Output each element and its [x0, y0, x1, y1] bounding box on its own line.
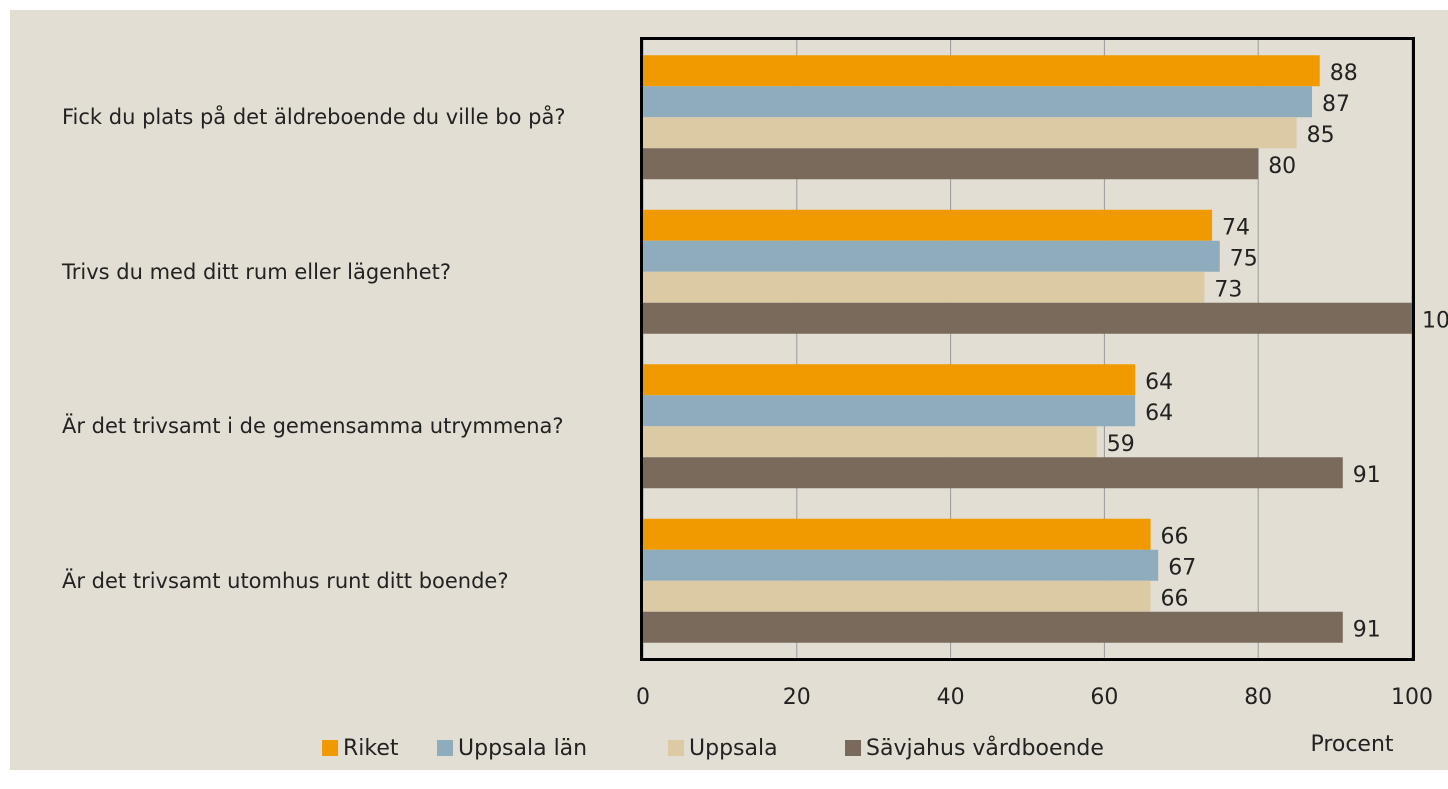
legend-label: Uppsala [689, 736, 778, 761]
x-tick-label: 80 [1244, 685, 1272, 710]
data-label: 85 [1307, 123, 1335, 148]
data-label: 75 [1230, 246, 1258, 271]
legend-label: Riket [343, 736, 399, 761]
legend-swatch [322, 740, 338, 756]
legend-swatch [668, 740, 684, 756]
legend-label: Sävjahus vårdboende [866, 735, 1104, 761]
category-label: Fick du plats på det äldreboende du vill… [62, 105, 566, 130]
data-label: 100 [1422, 308, 1448, 333]
bar [643, 271, 1205, 303]
data-label: 88 [1330, 61, 1358, 86]
x-tick-label: 60 [1090, 685, 1118, 710]
x-tick-label: 20 [783, 685, 811, 710]
bar [643, 86, 1313, 118]
bar [643, 55, 1320, 87]
data-label: 73 [1214, 277, 1242, 302]
legend-swatch [845, 740, 861, 756]
bar [643, 426, 1097, 458]
x-tick-label: 40 [937, 685, 965, 710]
data-label: 59 [1107, 432, 1135, 457]
bar [643, 611, 1343, 643]
bar [643, 240, 1220, 272]
data-label: 67 [1168, 555, 1196, 580]
bar [643, 364, 1136, 396]
plot-frame [640, 37, 1415, 661]
data-label: 74 [1222, 215, 1250, 240]
data-label: 80 [1268, 154, 1296, 179]
data-label: 66 [1161, 524, 1189, 549]
bar [643, 302, 1412, 334]
data-label: 64 [1145, 401, 1173, 426]
category-label: Trivs du med ditt rum eller lägenhet? [62, 259, 452, 284]
bar [643, 148, 1259, 180]
data-label: 91 [1353, 463, 1381, 488]
bar [643, 457, 1343, 489]
legend-label: Uppsala län [458, 736, 587, 761]
x-tick-label: 0 [636, 685, 650, 710]
legend-swatch [437, 740, 453, 756]
bar [643, 395, 1136, 427]
data-label: 87 [1322, 92, 1350, 117]
bar [643, 518, 1151, 550]
bar [643, 117, 1297, 149]
x-axis-label: Procent [1310, 732, 1393, 757]
bar [643, 209, 1213, 241]
bar [643, 549, 1159, 581]
x-tick-label: 100 [1391, 685, 1433, 710]
category-label: Är det trivsamt i de gemensamma utrymmen… [62, 414, 564, 439]
data-label: 66 [1161, 586, 1189, 611]
category-label: Är det trivsamt utomhus runt ditt boende… [62, 568, 509, 593]
bar [643, 580, 1151, 612]
data-label: 91 [1353, 617, 1381, 642]
data-label: 64 [1145, 370, 1173, 395]
